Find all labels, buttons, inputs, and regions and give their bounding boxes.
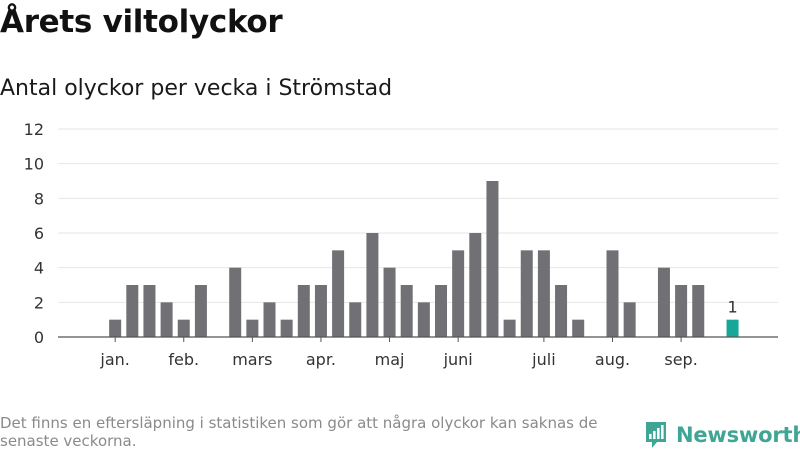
bar bbox=[349, 302, 362, 337]
x-tick-label: apr. bbox=[306, 350, 336, 369]
x-tick-label: feb. bbox=[168, 350, 199, 369]
bar bbox=[520, 250, 533, 337]
bar bbox=[400, 285, 413, 337]
bar bbox=[263, 302, 276, 337]
x-tick-label: sep. bbox=[664, 350, 697, 369]
footnote: Det finns en eftersläpning i statistiken… bbox=[0, 414, 598, 450]
bar bbox=[297, 285, 310, 337]
bar bbox=[280, 319, 293, 337]
bar bbox=[692, 285, 705, 337]
x-tick-label: juli bbox=[531, 350, 555, 369]
bar bbox=[177, 319, 190, 337]
weekly-accidents-bar-chart: 0 2 4 6 8 10 12 1 jan. feb. mars apr. maj juni juli aug… bbox=[24, 120, 778, 369]
bar bbox=[332, 250, 345, 337]
bar bbox=[537, 250, 550, 337]
x-tick-label: juni bbox=[443, 350, 473, 369]
bar bbox=[469, 233, 482, 337]
bar bbox=[366, 233, 379, 337]
bar bbox=[417, 302, 430, 337]
bar bbox=[314, 285, 327, 337]
x-tick-label: mars bbox=[232, 350, 272, 369]
bar bbox=[452, 250, 465, 337]
bar bbox=[109, 319, 122, 337]
bar bbox=[623, 302, 636, 337]
bar bbox=[486, 181, 499, 337]
bar bbox=[194, 285, 207, 337]
y-tick-label: 4 bbox=[34, 259, 44, 278]
y-tick-label: 0 bbox=[34, 328, 44, 347]
y-tick-label: 2 bbox=[34, 293, 44, 312]
bar bbox=[503, 319, 516, 337]
bar bbox=[675, 285, 688, 337]
chart-subtitle: Antal olyckor per vecka i Strömstad bbox=[0, 76, 393, 101]
bar bbox=[383, 267, 396, 337]
brand-name: Newsworthy bbox=[676, 423, 800, 447]
bar bbox=[606, 250, 619, 337]
highlight-bar bbox=[726, 319, 739, 337]
y-tick-label: 8 bbox=[34, 189, 44, 208]
bar bbox=[246, 319, 259, 337]
x-tick-label: jan. bbox=[99, 350, 129, 369]
newsworthy-logo-icon bbox=[646, 422, 666, 448]
x-tick-label: aug. bbox=[595, 350, 630, 369]
y-tick-label: 10 bbox=[24, 155, 44, 174]
y-tick-label: 6 bbox=[34, 224, 44, 243]
y-tick-label: 12 bbox=[24, 120, 44, 139]
newsworthy-brand[interactable]: Newsworthy bbox=[644, 420, 800, 450]
bar bbox=[126, 285, 139, 337]
bar bbox=[435, 285, 447, 337]
bar bbox=[555, 285, 568, 337]
bar bbox=[229, 267, 242, 337]
data-label: 1 bbox=[727, 298, 737, 317]
bar bbox=[657, 267, 670, 337]
bar bbox=[572, 319, 585, 337]
x-tick-label: maj bbox=[375, 350, 405, 369]
bar bbox=[143, 285, 156, 337]
chart-title: Årets viltolyckor bbox=[0, 4, 283, 40]
bar bbox=[160, 302, 173, 337]
